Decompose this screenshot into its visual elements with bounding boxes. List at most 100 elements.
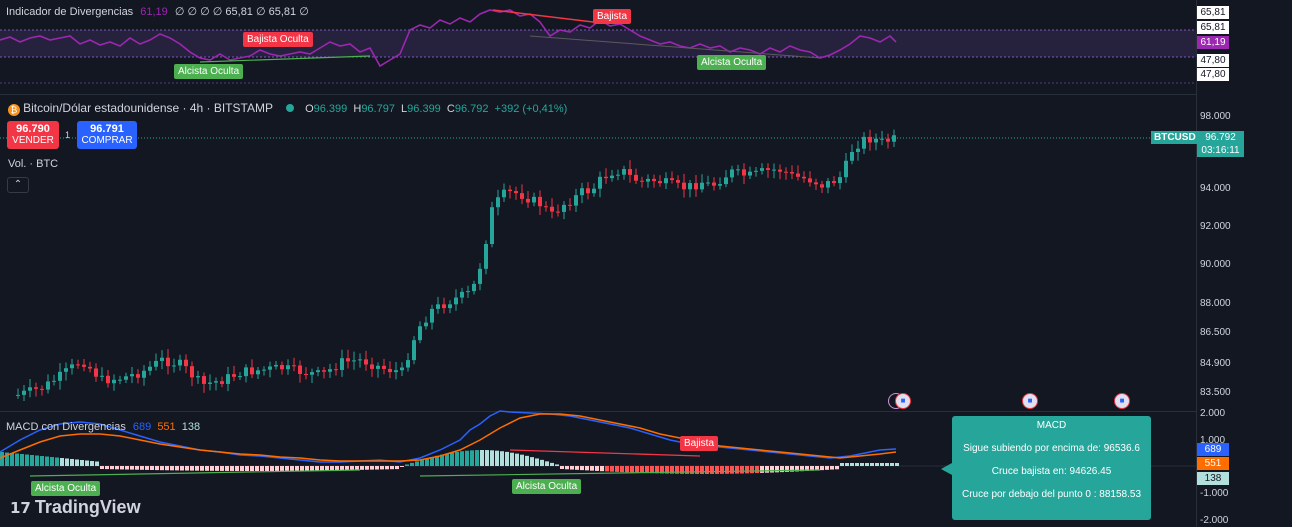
macd-histogram-bar <box>110 466 114 470</box>
macd-histogram-bar <box>340 466 344 471</box>
candle-body <box>676 180 680 183</box>
candle-body <box>568 204 572 206</box>
candle-body <box>184 359 188 367</box>
price-chart[interactable] <box>0 0 1196 527</box>
macd-tick: 1.000 <box>1200 435 1226 446</box>
macd-histogram-bar <box>15 453 19 466</box>
tradingview-logo[interactable]: 𝟭𝟳 TradingView <box>10 497 141 518</box>
popup-line-1: Sigue subiendo por encima de: 96536.6 <box>963 443 1140 454</box>
last-price-badge: 96.792 03:16:11 <box>1197 131 1244 157</box>
macd-histogram-bar <box>815 466 819 471</box>
candle-body <box>334 369 338 371</box>
rsi-value: 61,19 <box>140 6 168 18</box>
macd-alcista-oculta-label-1: Alcista Oculta <box>31 481 101 496</box>
candle-body <box>46 381 50 390</box>
collapse-chevron-icon[interactable]: ⌃ <box>7 177 29 193</box>
popup-line-3: Cruce por debajo del punto 0 : 88158.53 <box>961 489 1142 500</box>
candle-body <box>358 359 362 361</box>
brand-name: TradingView <box>34 497 141 517</box>
macd-histogram-bar <box>805 466 809 471</box>
candle-body <box>634 174 638 181</box>
candle-body <box>262 369 266 371</box>
candle-body <box>514 191 518 194</box>
macd-histogram-bar <box>565 466 569 470</box>
macd-histogram-bar <box>95 461 99 466</box>
macd-chart <box>0 410 1196 477</box>
macd-histogram-bar <box>365 466 369 470</box>
sell-button[interactable]: 96.790 VENDER <box>7 121 59 149</box>
us-flag-icon[interactable]: ■ <box>1022 393 1038 409</box>
low-value: 96.399 <box>407 103 441 115</box>
candle-body <box>394 370 398 373</box>
macd-histogram-bar <box>475 450 479 466</box>
rsi-bajista-label: Bajista <box>593 9 632 24</box>
macd-histogram-bar <box>190 466 194 471</box>
candle-body <box>130 374 134 377</box>
candle-body <box>364 359 368 365</box>
macd-histogram-bar <box>30 455 34 466</box>
candle-body <box>868 136 872 143</box>
macd-histogram-bar <box>635 466 639 473</box>
macd-histogram-bar <box>285 466 289 471</box>
macd-histogram-bar <box>495 450 499 466</box>
candle-body <box>706 182 710 184</box>
high-value: 96.797 <box>361 103 395 115</box>
price-tick: 83.500 <box>1200 387 1231 398</box>
candle-body <box>424 322 428 327</box>
candle-body <box>16 394 20 396</box>
macd-histogram-bar <box>390 466 394 470</box>
macd-histogram-bar <box>560 466 564 469</box>
macd-histogram-bar <box>165 466 169 471</box>
candle-body <box>814 182 818 185</box>
us-flag-icon[interactable]: ■ <box>1114 393 1130 409</box>
candle-body <box>430 308 434 323</box>
macd-histogram-bar <box>105 466 109 470</box>
candle-body <box>70 364 74 369</box>
symbol-name[interactable]: Bitcoin/Dólar estadounidense · 4h · BITS… <box>23 101 273 115</box>
macd-histogram-bar <box>235 466 239 471</box>
macd-histogram-bar <box>890 463 894 466</box>
volume-legend[interactable]: Vol. · BTC <box>8 158 59 170</box>
macd-histogram-bar <box>20 454 24 466</box>
candle-body <box>496 197 500 208</box>
candle-body <box>40 388 44 390</box>
macd-histogram-bar <box>130 466 134 470</box>
macd-histogram-bar <box>690 466 694 474</box>
macd-histogram-bar <box>290 466 294 471</box>
spread-value: 1 <box>65 130 71 140</box>
candle-body <box>88 366 92 369</box>
candle-body <box>196 376 200 378</box>
macd-histogram-bar <box>345 466 349 471</box>
candle-body <box>844 160 848 178</box>
macd-histogram-bar <box>360 466 364 470</box>
buy-button[interactable]: 96.791 COMPRAR <box>77 121 137 149</box>
macd-histogram-bar <box>490 450 494 466</box>
macd-histogram-bar <box>120 466 124 470</box>
low-label: L <box>401 103 408 115</box>
candle-body <box>772 169 776 171</box>
macd-axis-v3: 138 <box>1197 472 1229 485</box>
candle-body <box>190 366 194 378</box>
candle-body <box>232 374 236 377</box>
macd-histogram-bar <box>745 466 749 474</box>
macd-histogram-bar <box>70 459 74 466</box>
us-flag-icon[interactable]: ■ <box>895 393 911 409</box>
candle-body <box>418 326 422 341</box>
macd-histogram-bar <box>150 466 154 470</box>
macd-histogram-bar <box>590 466 594 471</box>
price-tick: 84.900 <box>1200 358 1231 369</box>
macd-histogram-bar <box>885 463 889 466</box>
candle-body <box>550 206 554 212</box>
candle-body <box>340 358 344 370</box>
macd-histogram-bar <box>460 451 464 466</box>
bar-countdown: 03:16:11 <box>1201 145 1240 156</box>
macd-histogram-bar <box>500 451 504 466</box>
macd-histogram-bar <box>640 466 644 473</box>
candle-body <box>250 367 254 375</box>
macd-histogram-bar <box>840 463 844 466</box>
macd-histogram-bar <box>380 466 384 470</box>
macd-histogram-bar <box>85 460 89 466</box>
market-open-icon <box>286 104 295 112</box>
candle-body <box>838 177 842 184</box>
macd-histogram-bar <box>375 466 379 470</box>
